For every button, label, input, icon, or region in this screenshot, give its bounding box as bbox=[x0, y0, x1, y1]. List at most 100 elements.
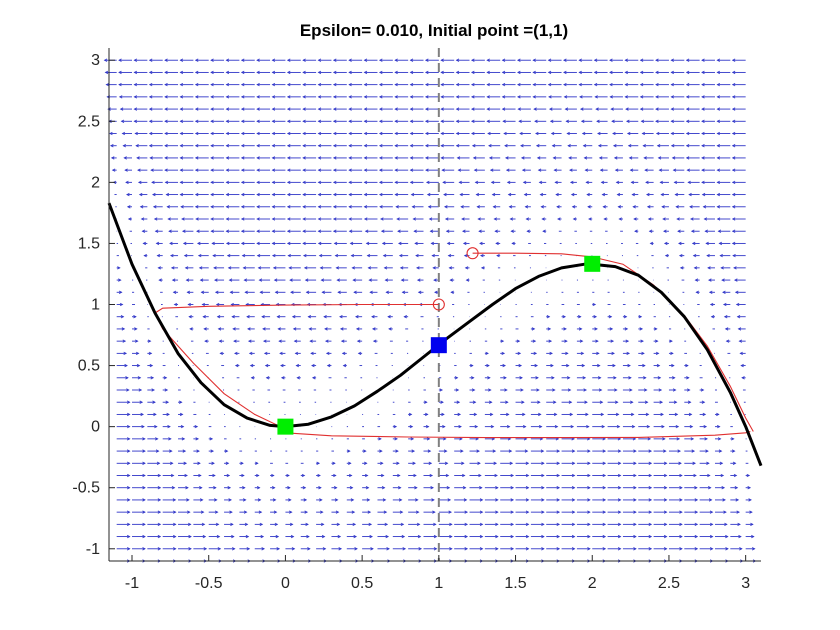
field-arrow-head bbox=[676, 217, 680, 221]
field-arrow-head bbox=[348, 473, 353, 478]
field-arrow bbox=[302, 241, 317, 246]
field-arrow-head bbox=[122, 339, 127, 343]
field-arrow bbox=[622, 461, 637, 465]
field-arrow bbox=[622, 522, 637, 527]
field-arrow bbox=[638, 363, 646, 368]
field-arrow bbox=[480, 253, 485, 258]
field-arrow bbox=[224, 547, 236, 551]
field-arrow bbox=[285, 498, 292, 502]
field-arrow-head bbox=[701, 168, 705, 172]
field-arrow bbox=[576, 547, 591, 551]
field-arrow bbox=[179, 119, 194, 123]
field-arrow-head bbox=[694, 498, 699, 502]
field-arrow bbox=[721, 278, 731, 282]
field-arrow-head bbox=[445, 229, 450, 233]
field-arrow-head bbox=[317, 473, 321, 478]
field-arrow-head bbox=[609, 82, 613, 87]
field-arrow bbox=[132, 351, 140, 356]
field-arrow bbox=[352, 278, 363, 282]
field-arrow-head bbox=[663, 241, 668, 246]
field-arrow-head bbox=[138, 388, 143, 392]
field-arrow-head bbox=[260, 534, 265, 539]
field-arrow-head bbox=[671, 363, 675, 368]
field-arrow bbox=[475, 192, 485, 197]
field-arrow bbox=[334, 253, 347, 258]
field-arrow bbox=[116, 266, 121, 270]
field-arrow bbox=[609, 70, 623, 75]
field-arrow bbox=[349, 241, 363, 246]
field-arrow-head bbox=[501, 82, 506, 87]
field-arrow bbox=[484, 424, 495, 429]
field-arrow-head bbox=[323, 315, 327, 319]
field-arrow bbox=[323, 315, 332, 319]
field-arrow-head bbox=[332, 82, 337, 87]
field-arrow-head bbox=[578, 327, 583, 331]
field-arrow-head bbox=[363, 95, 368, 99]
field-arrow-head bbox=[430, 486, 434, 490]
field-arrow-head bbox=[612, 363, 616, 368]
field-arrow-head bbox=[475, 192, 480, 197]
field-arrow-head bbox=[133, 119, 138, 123]
field-arrow bbox=[438, 522, 453, 527]
field-arrow bbox=[571, 205, 577, 209]
field-arrow bbox=[692, 253, 700, 258]
field-arrow bbox=[440, 58, 455, 62]
field-arrow-head bbox=[287, 253, 291, 258]
field-arrow-head bbox=[182, 241, 187, 246]
field-arrow-head bbox=[520, 144, 524, 148]
field-arrow bbox=[730, 547, 743, 551]
field-arrow bbox=[193, 510, 205, 514]
field-arrow-head bbox=[479, 547, 484, 551]
field-arrow-head bbox=[627, 144, 632, 148]
field-arrow-head bbox=[479, 510, 484, 514]
field-arrow-head bbox=[155, 241, 160, 246]
field-arrow-head bbox=[171, 486, 176, 490]
field-arrow-head bbox=[709, 302, 714, 307]
field-arrow-head bbox=[414, 241, 418, 246]
field-arrow bbox=[530, 400, 541, 404]
field-arrow bbox=[286, 119, 301, 123]
field-arrow bbox=[638, 510, 653, 514]
field-arrow-head bbox=[332, 205, 337, 209]
field-arrow bbox=[653, 400, 664, 404]
field-arrow-head bbox=[731, 217, 736, 221]
field-arrow bbox=[638, 534, 653, 539]
field-arrow-head bbox=[628, 156, 633, 160]
field-arrow bbox=[716, 131, 731, 136]
field-arrow bbox=[546, 412, 558, 417]
field-arrow-head bbox=[380, 217, 384, 221]
field-arrow bbox=[478, 229, 485, 233]
field-arrow-head bbox=[554, 424, 559, 429]
field-arrow-head bbox=[395, 205, 399, 209]
field-arrow bbox=[139, 205, 148, 209]
field-arrow bbox=[286, 180, 301, 185]
field-arrow-head bbox=[540, 205, 544, 209]
field-arrow bbox=[241, 253, 255, 258]
field-arrow bbox=[148, 95, 163, 99]
field-arrow-head bbox=[261, 547, 265, 551]
field-arrow-head bbox=[685, 156, 690, 160]
field-arrow bbox=[716, 144, 731, 148]
field-arrow-head bbox=[610, 339, 615, 343]
field-arrow bbox=[500, 522, 515, 527]
field-arrow bbox=[515, 522, 530, 527]
field-arrow-head bbox=[172, 498, 177, 502]
field-arrow bbox=[332, 131, 347, 136]
field-arrow-head bbox=[210, 58, 214, 62]
field-arrow-head bbox=[722, 498, 726, 502]
field-arrow-head bbox=[471, 376, 475, 380]
field-arrow bbox=[294, 351, 301, 356]
field-arrow-head bbox=[148, 70, 153, 75]
field-arrow-head bbox=[582, 144, 587, 148]
field-arrow-head bbox=[122, 144, 126, 148]
field-arrow-head bbox=[210, 229, 214, 233]
field-arrow-head bbox=[479, 498, 484, 502]
field-arrow-head bbox=[273, 278, 278, 282]
field-arrow bbox=[515, 400, 525, 404]
field-arrow-head bbox=[217, 547, 222, 551]
field-arrow-head bbox=[685, 131, 690, 136]
field-arrow-head bbox=[738, 339, 743, 343]
field-arrow-head bbox=[617, 205, 622, 209]
field-arrow bbox=[730, 510, 741, 514]
field-arrow bbox=[603, 217, 608, 221]
